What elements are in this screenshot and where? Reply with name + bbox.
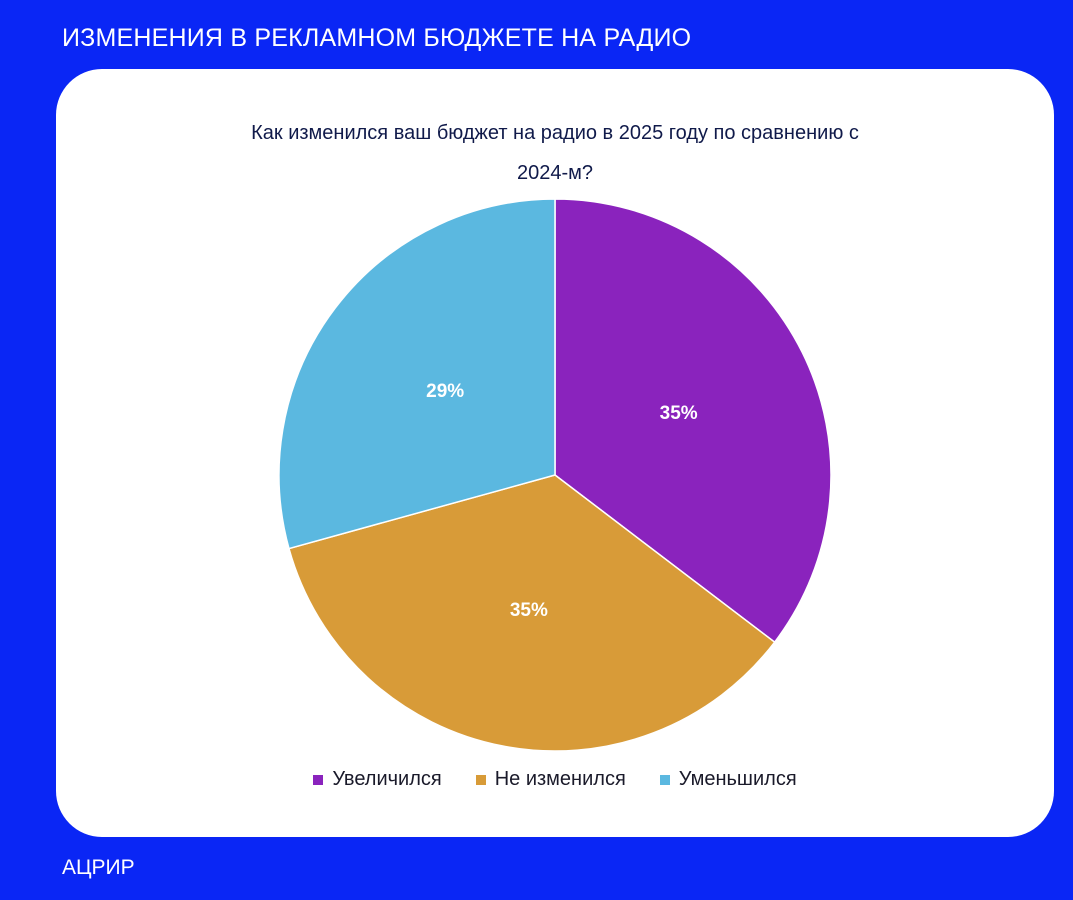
slide-title: ИЗМЕНЕНИЯ В РЕКЛАМНОМ БЮДЖЕТЕ НА РАДИО: [62, 24, 692, 52]
chart-card: Как изменился ваш бюджет на радио в 2025…: [56, 69, 1054, 837]
footer-brand: АЦРИР: [62, 856, 135, 879]
legend-swatch-1: [313, 774, 324, 785]
legend-item-3: Уменьшился: [659, 768, 797, 791]
legend-label-1: Увеличился: [332, 768, 442, 790]
pie-chart: 35% 35% 29%: [278, 198, 832, 752]
legend-label-3: Уменьшился: [678, 768, 797, 790]
pie-slice-label-2: 35%: [510, 600, 548, 621]
legend-swatch-3: [659, 774, 670, 785]
chart-title: Как изменился ваш бюджет на радио в 2025…: [56, 113, 1054, 193]
pie-slice-3: [278, 198, 556, 550]
chart-legend: Увеличился Не изменился Уменьшился: [56, 768, 1054, 791]
legend-label-2: Не изменился: [494, 768, 626, 790]
chart-title-line-1: Как изменился ваш бюджет на радио в 2025…: [251, 122, 859, 144]
pie-slice-label-3: 29%: [426, 381, 464, 402]
pie-slice-2: [288, 474, 776, 752]
pie-slice-label-1: 35%: [660, 403, 698, 424]
chart-title-line-2: 2024-м?: [516, 162, 594, 184]
legend-item-1: Увеличился: [313, 768, 442, 791]
legend-swatch-2: [475, 774, 486, 785]
legend-item-2: Не изменился: [475, 768, 626, 791]
pie-slice-1: [554, 198, 832, 644]
